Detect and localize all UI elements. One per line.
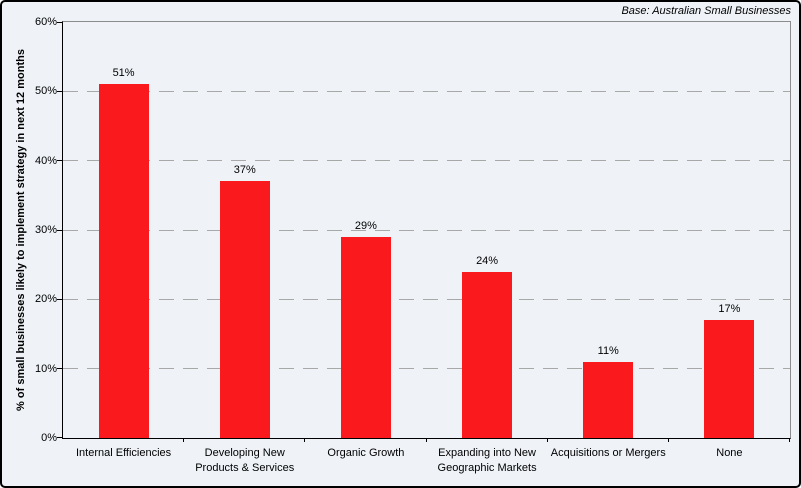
x-tick-mark xyxy=(546,438,548,442)
bar xyxy=(462,271,513,438)
x-category-label: Organic Growth xyxy=(327,447,405,459)
y-tick-label: 50% xyxy=(34,85,57,98)
x-tick-mark xyxy=(789,438,790,442)
bar-value-label: 24% xyxy=(476,254,499,267)
bar-value-label: 29% xyxy=(354,219,377,232)
y-gridline xyxy=(63,368,790,370)
bar xyxy=(704,320,755,438)
plot-area: 0% 10% 20% 30% 40% 50% 60% 51% Internal Efficien… xyxy=(35,16,791,474)
y-tick-label: 20% xyxy=(34,293,57,306)
bar-value-label: 11% xyxy=(597,344,619,357)
bar-value-label: 17% xyxy=(718,303,741,316)
y-tick-mark xyxy=(57,368,62,370)
x-category-label: Internal Efficiencies xyxy=(75,447,172,459)
bar xyxy=(583,361,634,438)
y-tick-mark xyxy=(57,160,62,162)
x-category-label: None xyxy=(716,447,743,459)
x-category-label: Acquisitions or Mergers xyxy=(550,447,666,459)
bar xyxy=(98,84,149,438)
x-category-label: Expanding into New Geographic Markets xyxy=(437,447,537,474)
x-tick-mark xyxy=(667,438,669,442)
x-tick-mark xyxy=(183,438,185,442)
y-gridline xyxy=(63,298,790,300)
base-note: Base: Australian Small Businesses xyxy=(621,5,791,17)
bar-value-label: 37% xyxy=(233,164,256,177)
y-tick-mark xyxy=(57,298,62,300)
y-gridline xyxy=(63,229,790,231)
y-tick-label: 30% xyxy=(34,224,57,236)
bar-value-label: 51% xyxy=(112,67,135,80)
y-tick-mark xyxy=(57,229,62,231)
bar xyxy=(219,181,270,438)
y-tick-label: 0% xyxy=(41,432,57,444)
bar xyxy=(340,236,391,438)
x-tick-mark xyxy=(425,438,427,442)
y-tick-label: 40% xyxy=(34,154,57,167)
y-tick-label: 10% xyxy=(34,362,57,375)
x-category-label: Developing New Products & Services xyxy=(195,447,295,474)
y-tick-mark xyxy=(57,437,62,438)
y-tick-label: 60% xyxy=(34,16,57,28)
y-gridline xyxy=(63,160,790,162)
y-tick-mark xyxy=(57,22,62,23)
y-tick-mark xyxy=(57,90,62,92)
y-gridline xyxy=(63,90,790,92)
x-tick-mark xyxy=(304,438,306,442)
